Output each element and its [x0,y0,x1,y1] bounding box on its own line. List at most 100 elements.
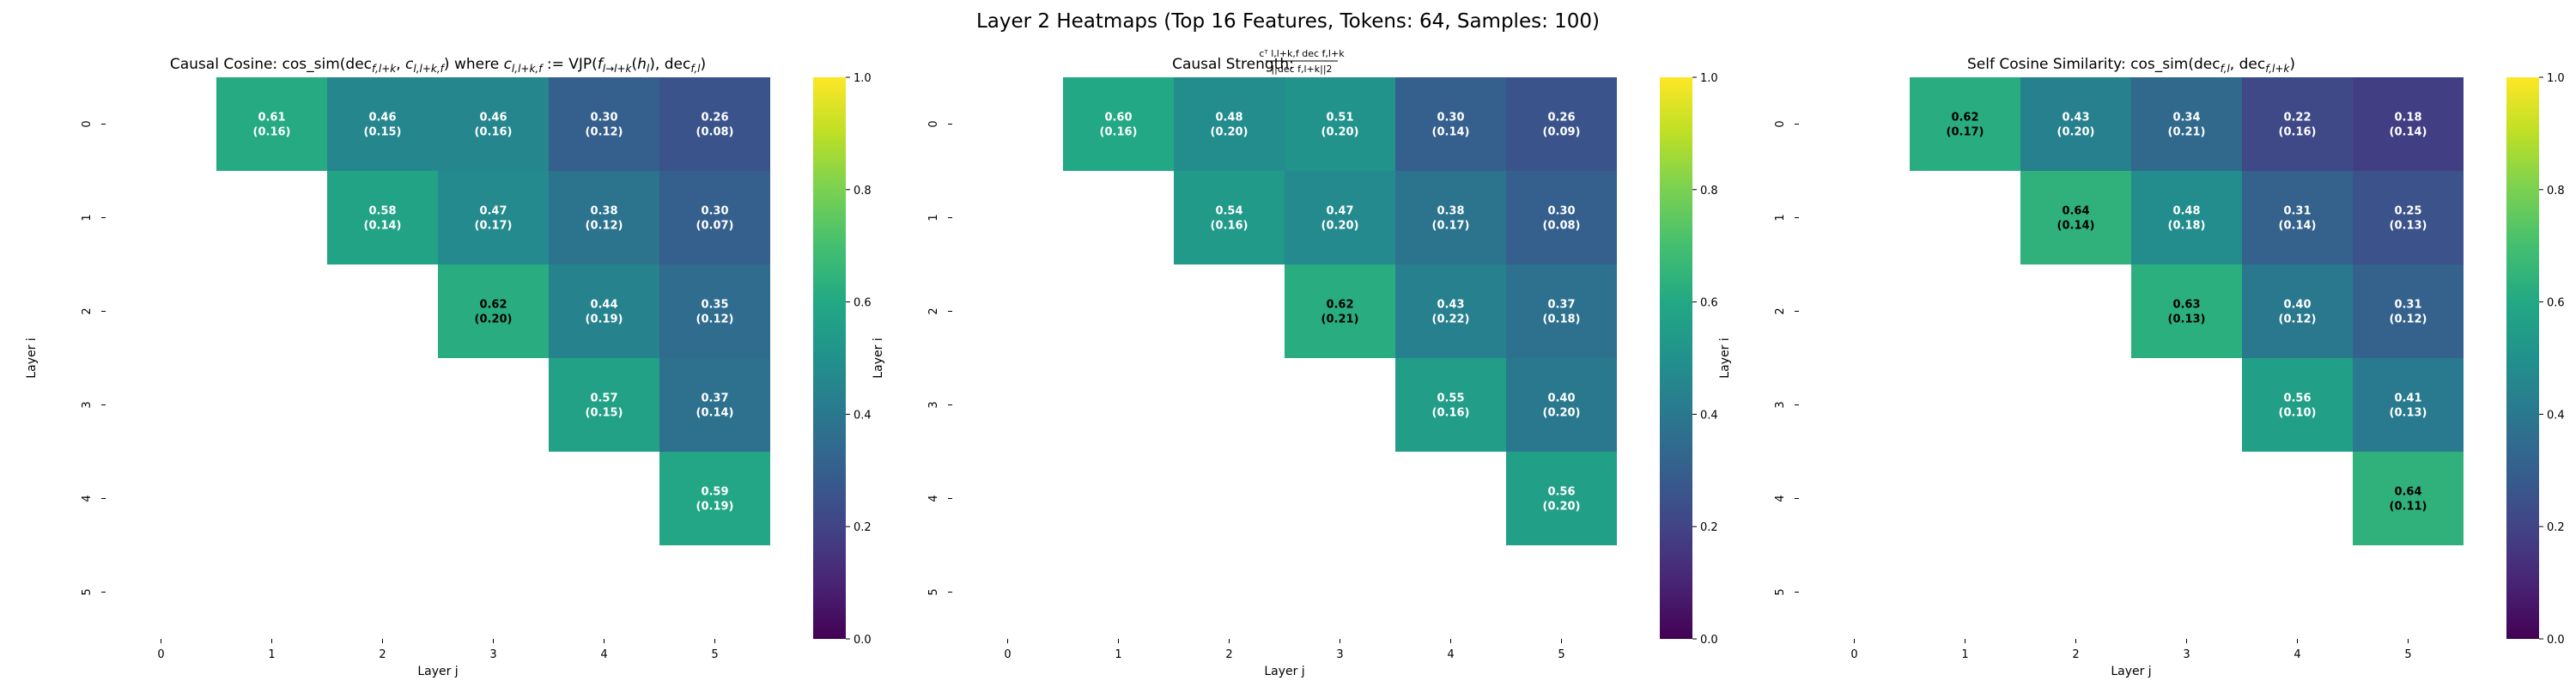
cell-value-label: 0.34 [2172,112,2200,125]
heatmap-cell [659,264,770,358]
cell-value-label: 0.47 [479,205,507,218]
x-tick-label: 0 [157,648,164,661]
cell-value-label: 0.35 [701,299,728,312]
cell-value-label: 0.56 [2283,392,2311,405]
cell-value-label: 0.56 [1547,486,1575,499]
cell-std-label: (0.16) [1432,407,1470,420]
cell-std-label: (0.16) [1211,220,1249,233]
cell-value-label: 0.51 [1326,112,1353,125]
x-tick-label: 0 [1004,648,1011,661]
cell-value-label: 0.18 [2394,112,2421,125]
cell-std-label: (0.09) [1543,126,1581,139]
y-axis-label: Layer i [1718,337,1732,378]
heatmap-panel-1: 0.61(0.16)0.46(0.15)0.46(0.16)0.30(0.12)… [25,56,872,678]
cell-std-label: (0.16) [253,126,291,139]
cell-std-label: (0.13) [2168,313,2206,326]
y-tick-label: 4 [1774,495,1787,502]
heatmap-cell [327,77,438,171]
x-tick-label: 0 [1850,648,1857,661]
cell-std-label: (0.18) [1543,313,1581,326]
y-tick-label: 2 [81,307,94,314]
x-tick-label: 4 [2293,648,2300,661]
title-fraction-denominator: ||dec f,l+k||2 [1271,64,1332,75]
heatmap-cell [327,171,438,264]
heatmap-panel-2: 0.60(0.16)0.48(0.20)0.51(0.20)0.30(0.14)… [872,48,1718,678]
heatmap-cell [549,171,659,264]
cell-value-label: 0.48 [2172,205,2200,218]
cell-std-label: (0.15) [364,126,402,139]
cell-value-label: 0.43 [2062,112,2089,125]
y-tick-label: 4 [81,495,94,502]
cell-std-label: (0.07) [696,220,734,233]
cell-std-label: (0.14) [2390,126,2427,139]
colorbar-tick-label: 0.0 [2547,634,2565,647]
cell-std-label: (0.20) [1321,126,1359,139]
cell-std-label: (0.19) [696,501,734,514]
heatmap-cell [1285,171,1395,264]
cell-std-label: (0.14) [2279,220,2317,233]
y-tick-label: 0 [81,120,94,127]
cell-std-label: (0.10) [2279,407,2317,420]
cell-value-label: 0.26 [1547,112,1575,125]
cell-value-label: 0.62 [1326,299,1353,312]
y-axis-label: Layer i [25,337,39,378]
y-tick-label: 2 [1774,307,1787,314]
cell-std-label: (0.20) [1321,220,1359,233]
cell-value-label: 0.40 [1547,392,1575,405]
heatmap-cell [549,358,659,452]
colorbar-tick-label: 0.2 [854,521,872,534]
cell-value-label: 0.46 [479,112,507,125]
cell-std-label: (0.22) [1432,313,1470,326]
cell-value-label: 0.62 [479,299,507,312]
cell-std-label: (0.08) [1543,220,1581,233]
x-tick-label: 2 [1225,648,1232,661]
heatmap-cell [438,77,549,171]
heatmap-cell [1063,77,1174,171]
cell-std-label: (0.13) [2390,220,2427,233]
panel-title: Self Cosine Similarity: cos_sim(decf,l, … [1967,56,2295,75]
heatmap-cell [2242,358,2353,452]
cell-value-label: 0.30 [590,112,617,125]
heatmap-cell [1506,452,1617,545]
y-tick-label: 3 [81,401,94,408]
cell-value-label: 0.38 [1437,205,1464,218]
colorbar-tick-label: 0.0 [1700,634,1718,647]
cell-value-label: 0.60 [1104,112,1132,125]
heatmap-cell [2242,77,2353,171]
cell-value-label: 0.31 [2394,299,2421,312]
heatmap-cell [1395,264,1506,358]
heatmap-cell [2353,264,2464,358]
colorbar [2506,77,2539,639]
x-tick-label: 5 [2404,648,2411,661]
y-tick-label: 0 [927,120,940,127]
cell-value-label: 0.37 [701,392,728,405]
cell-std-label: (0.19) [586,313,623,326]
y-tick-label: 3 [927,401,940,408]
cell-value-label: 0.62 [1951,112,1978,125]
heatmap-cell [1395,358,1506,452]
panel-title: Causal Cosine: cos_sim(decf,l+k, cl,l+k,… [170,56,706,75]
cell-value-label: 0.40 [2283,299,2311,312]
cell-value-label: 0.64 [2394,486,2421,499]
cell-std-label: (0.12) [2390,313,2427,326]
colorbar-tick-label: 0.8 [2547,185,2565,198]
colorbar-tick-label: 0.6 [1700,297,1718,310]
colorbar-tick-label: 0.2 [1700,521,1718,534]
cell-value-label: 0.44 [590,299,617,312]
cell-std-label: (0.20) [1543,501,1581,514]
heatmap-cell [1285,264,1395,358]
heatmap-cell [2353,171,2464,264]
cell-std-label: (0.13) [2390,407,2427,420]
cell-value-label: 0.58 [368,205,396,218]
heatmap-cell [438,264,549,358]
x-tick-label: 5 [711,648,718,661]
cell-value-label: 0.48 [1215,112,1242,125]
heatmap-panel-3: 0.62(0.17)0.43(0.20)0.34(0.21)0.22(0.16)… [1718,56,2565,678]
colorbar-tick-label: 0.6 [2547,297,2565,310]
colorbar [1660,77,1692,639]
heatmap-cell [216,77,327,171]
cell-value-label: 0.63 [2172,299,2200,312]
cell-value-label: 0.37 [1547,299,1575,312]
cell-std-label: (0.17) [1432,220,1470,233]
cell-std-label: (0.20) [1211,126,1249,139]
